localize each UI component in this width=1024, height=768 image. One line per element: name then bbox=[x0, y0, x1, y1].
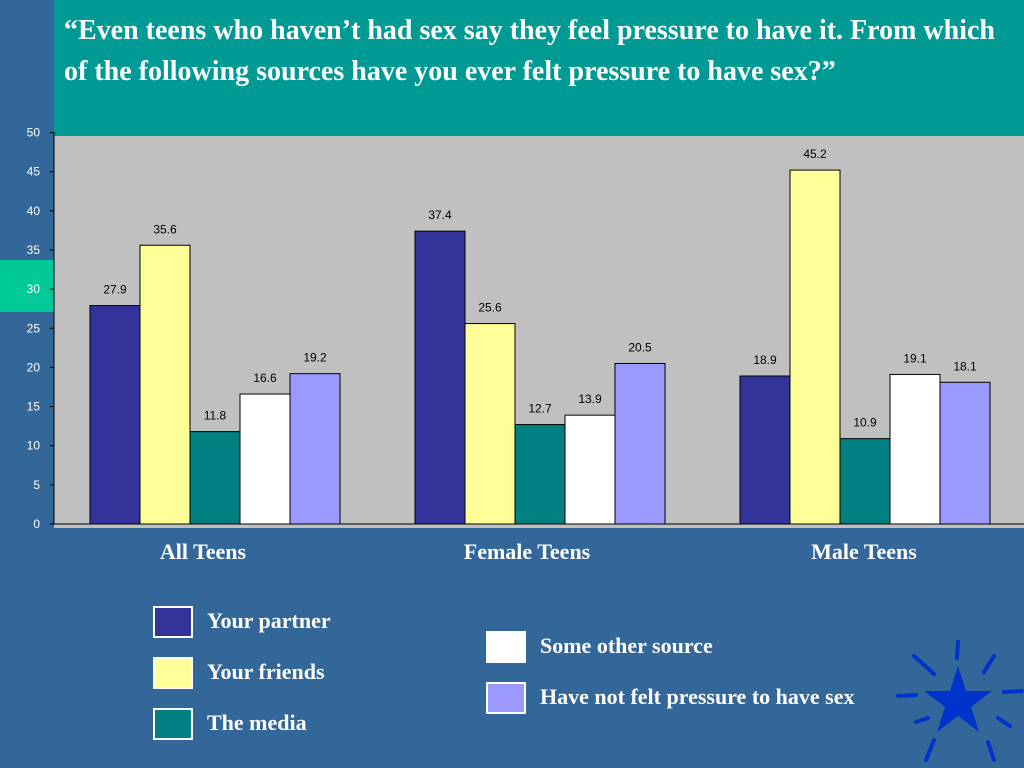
category-label-female-teens: Female Teens bbox=[463, 539, 591, 564]
category-label-male-teens: Male Teens bbox=[811, 539, 917, 564]
legend-swatch-the-media bbox=[153, 708, 193, 740]
bar-value-label: 27.9 bbox=[103, 283, 127, 297]
legend-item-some-other-source: Some other source bbox=[486, 631, 713, 663]
y-tick-label: 40 bbox=[27, 204, 41, 218]
y-tick-label: 0 bbox=[33, 517, 40, 531]
legend-swatch-some-other-source bbox=[486, 631, 526, 663]
bar bbox=[789, 169, 841, 525]
bar bbox=[614, 362, 666, 525]
bar-value-label: 10.9 bbox=[853, 416, 877, 430]
bar bbox=[289, 373, 341, 525]
y-tick-label: 25 bbox=[27, 321, 41, 335]
y-tick-label: 10 bbox=[27, 439, 41, 453]
y-tick-label: 50 bbox=[27, 126, 41, 140]
bar-value-label: 19.2 bbox=[303, 351, 327, 365]
bar-value-label: 18.1 bbox=[953, 359, 977, 373]
y-tick-label: 20 bbox=[27, 360, 41, 374]
legend-label-some-other-source: Some other source bbox=[540, 633, 713, 658]
bar bbox=[739, 375, 791, 525]
bar-value-label: 13.9 bbox=[578, 392, 602, 406]
side-tab-decoration bbox=[0, 260, 54, 312]
legend-item-the-media: The media bbox=[153, 708, 307, 740]
bar-value-label: 25.6 bbox=[478, 301, 502, 315]
legend-item-your-friends: Your friends bbox=[153, 657, 325, 689]
bar bbox=[839, 438, 891, 525]
legend-swatch-your-partner bbox=[153, 606, 193, 638]
y-tick-label: 15 bbox=[27, 400, 41, 414]
chart-title: “Even teens who haven’t had sex say they… bbox=[54, 0, 1024, 136]
y-tick-label: 35 bbox=[27, 243, 41, 257]
bar bbox=[464, 323, 516, 525]
y-tick-label: 5 bbox=[33, 478, 40, 492]
bar-value-label: 19.1 bbox=[903, 351, 927, 365]
legend-item-not-felt-pressure: Have not felt pressure to have sex bbox=[486, 682, 860, 714]
bar-value-label: 35.6 bbox=[153, 222, 177, 236]
bar-value-label: 20.5 bbox=[628, 340, 652, 354]
legend-label-not-felt-pressure: Have not felt pressure to have sex bbox=[540, 684, 855, 709]
category-label-all-teens: All Teens bbox=[159, 539, 247, 564]
bar bbox=[139, 244, 191, 525]
legend-item-your-partner: Your partner bbox=[153, 606, 331, 638]
legend-label-the-media: The media bbox=[207, 710, 307, 735]
legend-label-your-partner: Your partner bbox=[207, 608, 331, 633]
bar bbox=[889, 373, 941, 525]
bar-value-label: 18.9 bbox=[753, 353, 777, 367]
bar bbox=[514, 424, 566, 525]
bar-value-label: 16.6 bbox=[253, 371, 277, 385]
y-tick-label: 30 bbox=[27, 282, 41, 296]
bar-value-label: 11.8 bbox=[204, 409, 227, 423]
bar-value-label: 12.7 bbox=[528, 402, 552, 416]
bar bbox=[939, 381, 991, 525]
legend-label-your-friends: Your friends bbox=[207, 659, 325, 684]
legend-swatch-your-friends bbox=[153, 657, 193, 689]
bar bbox=[189, 431, 241, 525]
bar bbox=[564, 414, 616, 525]
bar bbox=[239, 393, 291, 525]
star-icon bbox=[896, 640, 1024, 762]
bar bbox=[414, 230, 466, 525]
bar bbox=[89, 305, 141, 525]
legend-swatch-not-felt-pressure bbox=[486, 682, 526, 714]
bar-value-label: 37.4 bbox=[428, 208, 452, 222]
y-tick-label: 45 bbox=[27, 165, 41, 179]
bar-value-label: 45.2 bbox=[803, 147, 827, 161]
